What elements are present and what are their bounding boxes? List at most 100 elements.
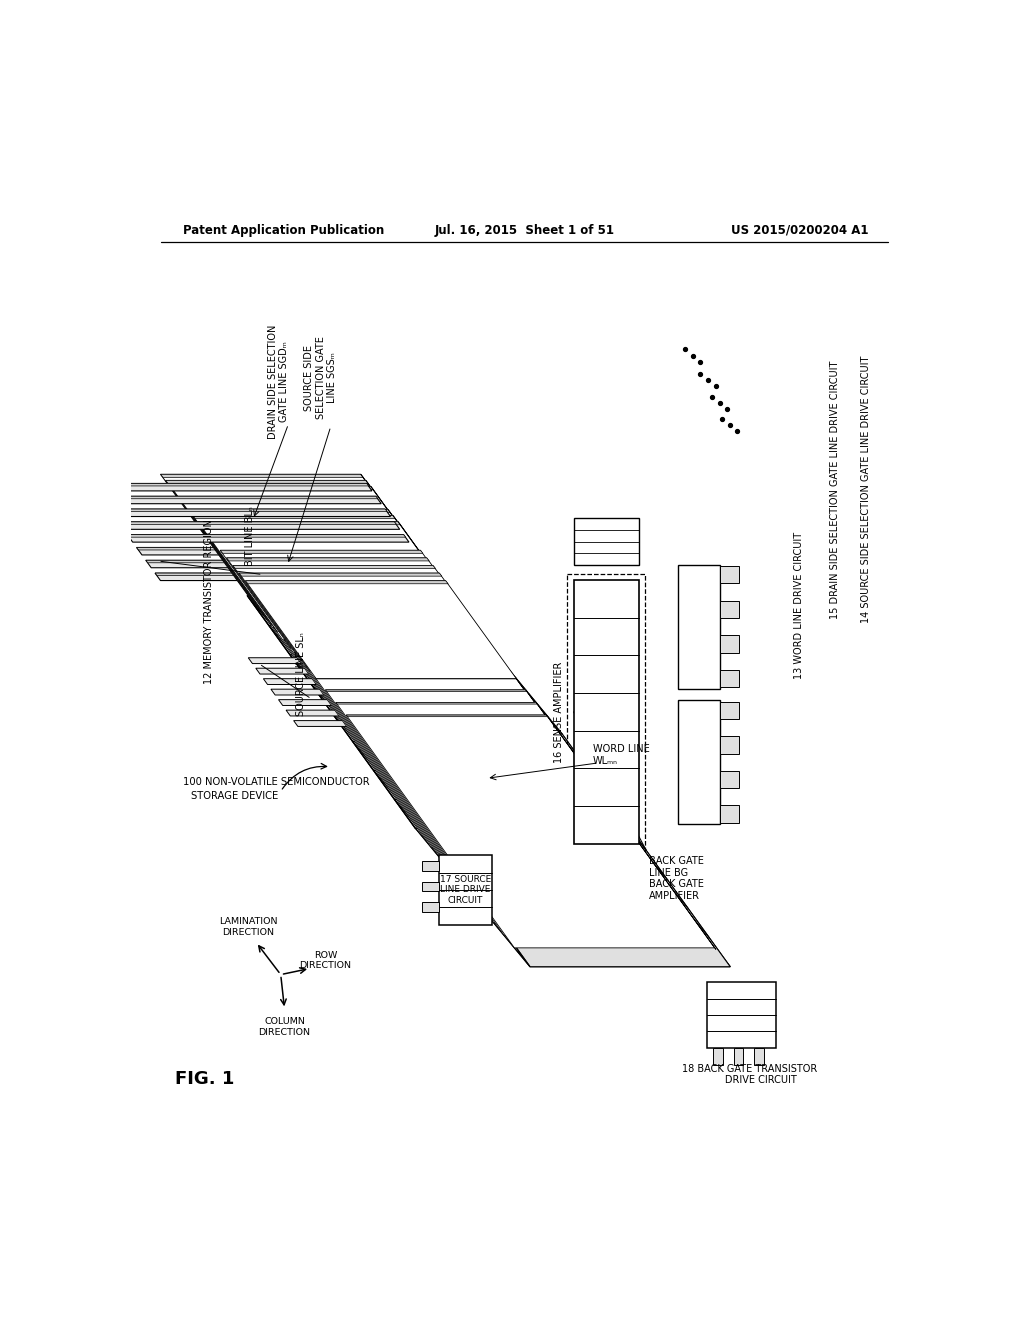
Text: STORAGE DEVICE: STORAGE DEVICE [190, 791, 278, 801]
Polygon shape [99, 496, 378, 499]
Text: 16 SENSE AMPLIFIER: 16 SENSE AMPLIFIER [554, 661, 564, 763]
Polygon shape [315, 677, 683, 909]
Text: 12 MEMORY TRANSISTOR REGION: 12 MEMORY TRANSISTOR REGION [204, 519, 214, 684]
Polygon shape [109, 510, 390, 516]
Polygon shape [326, 690, 694, 923]
Polygon shape [171, 487, 463, 615]
Bar [720, 635, 739, 652]
Bar [422, 903, 438, 912]
Bar [720, 702, 739, 719]
Polygon shape [193, 516, 472, 626]
Polygon shape [547, 715, 716, 949]
Polygon shape [118, 521, 399, 529]
Bar [720, 601, 739, 618]
Polygon shape [398, 521, 479, 634]
Polygon shape [166, 480, 459, 609]
Text: LAMINATION
DIRECTION: LAMINATION DIRECTION [219, 917, 278, 937]
Polygon shape [371, 487, 466, 618]
Polygon shape [525, 690, 695, 924]
Bar [422, 882, 438, 891]
Text: ROW
DIRECTION: ROW DIRECTION [299, 950, 351, 970]
Polygon shape [484, 639, 653, 874]
Polygon shape [495, 652, 664, 887]
Polygon shape [136, 548, 415, 550]
Polygon shape [473, 627, 643, 862]
Bar [720, 566, 739, 583]
Polygon shape [232, 565, 435, 569]
Polygon shape [127, 535, 406, 537]
Polygon shape [198, 521, 400, 525]
Polygon shape [273, 627, 475, 628]
Polygon shape [145, 560, 427, 568]
Polygon shape [109, 510, 387, 512]
Polygon shape [284, 639, 485, 642]
Polygon shape [220, 550, 492, 648]
Polygon shape [246, 581, 516, 678]
Polygon shape [279, 700, 437, 705]
Text: BIT LINE BLₙ: BIT LINE BLₙ [245, 506, 255, 565]
Polygon shape [248, 657, 407, 664]
Bar [678, 565, 720, 689]
Polygon shape [226, 558, 429, 561]
Text: 13 WORD LINE DRIVE CIRCUIT: 13 WORD LINE DRIVE CIRCUIT [795, 532, 804, 678]
Text: FIG. 1: FIG. 1 [175, 1069, 234, 1088]
Polygon shape [240, 573, 441, 576]
Text: SOURCE LINE SLₙ: SOURCE LINE SLₙ [296, 632, 306, 717]
Polygon shape [294, 721, 452, 726]
Polygon shape [346, 715, 715, 948]
Polygon shape [127, 535, 409, 543]
Polygon shape [193, 516, 395, 519]
Polygon shape [171, 487, 374, 490]
Text: BACK GATE
AMPLIFIER: BACK GATE AMPLIFIER [649, 879, 703, 902]
Text: DRAIN SIDE SELECTION
GATE LINE SGDₘ: DRAIN SIDE SELECTION GATE LINE SGDₘ [267, 325, 289, 438]
Bar [734, 1048, 743, 1064]
Bar [422, 862, 438, 871]
Polygon shape [155, 573, 433, 576]
Polygon shape [136, 548, 418, 554]
Text: BACK GATE
LINE BG: BACK GATE LINE BG [649, 857, 703, 878]
Polygon shape [304, 665, 506, 667]
Polygon shape [256, 668, 414, 675]
Polygon shape [515, 677, 685, 912]
Bar [720, 771, 739, 788]
Polygon shape [166, 480, 369, 483]
Polygon shape [99, 496, 381, 504]
Polygon shape [416, 829, 730, 966]
Polygon shape [226, 558, 498, 656]
Polygon shape [118, 521, 396, 524]
Text: 18 BACK GATE TRANSISTOR
       DRIVE CIRCUIT: 18 BACK GATE TRANSISTOR DRIVE CIRCUIT [682, 1064, 817, 1085]
Text: COLUMN
DIRECTION: COLUMN DIRECTION [258, 1018, 310, 1036]
Polygon shape [240, 573, 510, 671]
Polygon shape [294, 652, 663, 884]
Polygon shape [447, 595, 730, 966]
Polygon shape [284, 639, 652, 873]
Bar [714, 1048, 723, 1064]
Polygon shape [155, 573, 436, 581]
Polygon shape [247, 595, 562, 734]
Text: Patent Application Publication: Patent Application Publication [183, 223, 384, 236]
Polygon shape [346, 715, 548, 717]
Text: Jul. 16, 2015  Sheet 1 of 51: Jul. 16, 2015 Sheet 1 of 51 [435, 223, 614, 236]
Polygon shape [360, 474, 456, 606]
Polygon shape [161, 474, 454, 602]
Bar [720, 805, 739, 822]
Bar [708, 982, 776, 1048]
Polygon shape [273, 627, 642, 859]
Polygon shape [388, 510, 469, 622]
Polygon shape [263, 614, 465, 616]
Polygon shape [271, 689, 429, 696]
Polygon shape [263, 614, 631, 847]
Bar [755, 1048, 764, 1064]
Polygon shape [294, 652, 496, 653]
Polygon shape [232, 565, 504, 663]
Text: 15 DRAIN SIDE SELECTION GATE LINE DRIVE CIRCUIT: 15 DRAIN SIDE SELECTION GATE LINE DRIVE … [829, 360, 840, 619]
Polygon shape [336, 702, 538, 704]
Polygon shape [145, 560, 424, 562]
Text: 100 NON-VOLATILE SEMICONDUCTOR: 100 NON-VOLATILE SEMICONDUCTOR [183, 777, 370, 787]
Bar [573, 519, 639, 565]
Polygon shape [90, 483, 369, 486]
Text: US 2015/0200204 A1: US 2015/0200204 A1 [731, 223, 868, 236]
Text: SOURCE SIDE
SELECTION GATE
LINE SGSₘ: SOURCE SIDE SELECTION GATE LINE SGSₘ [304, 337, 337, 420]
Bar [720, 669, 739, 688]
Bar [567, 574, 645, 850]
